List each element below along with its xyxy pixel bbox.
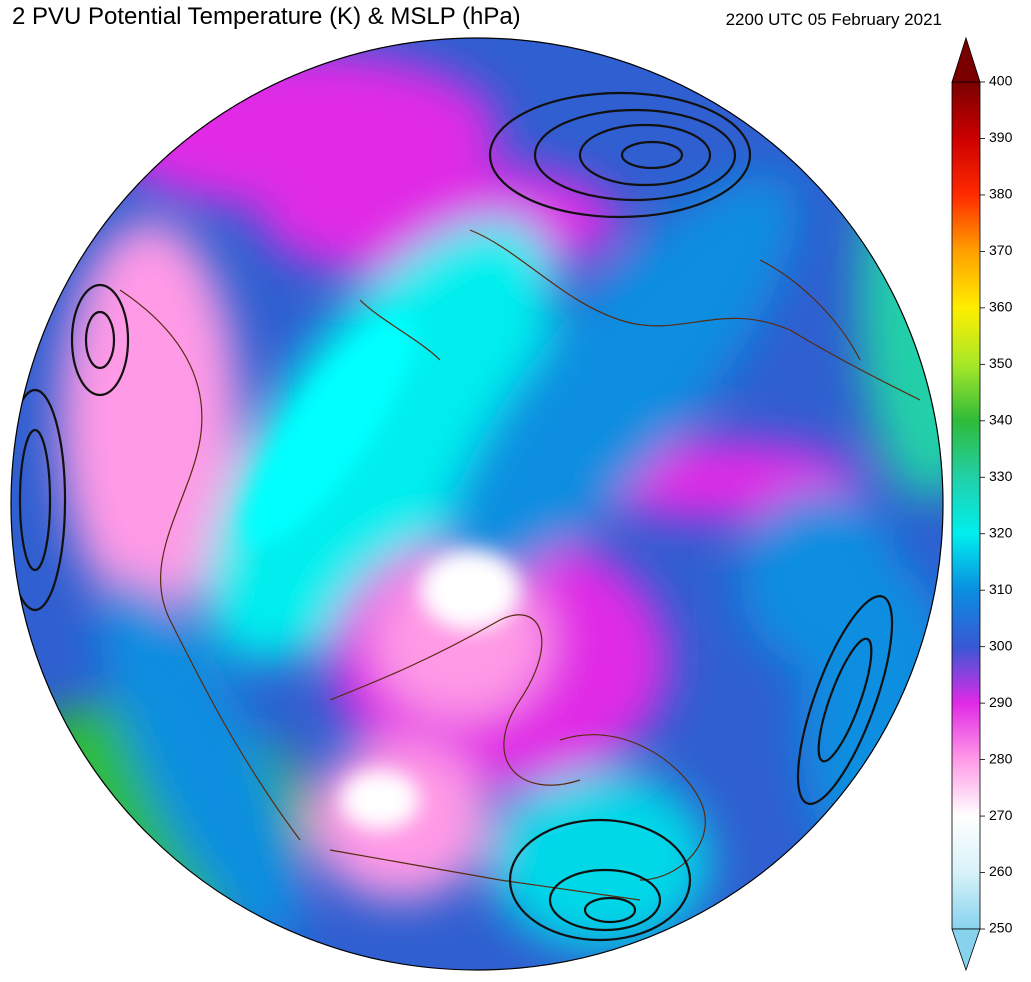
colorbar-tick-label: 400 [989,73,1013,89]
colorbar-tick-label: 290 [989,694,1013,710]
title: 2 PVU Potential Temperature (K) & MSLP (… [12,3,521,30]
colorbar-tick-label: 330 [989,468,1013,484]
colorbar-tick-label: 340 [989,412,1013,428]
globe-outline [10,37,944,971]
colorbar-tick-label: 350 [989,355,1013,371]
colorbar-extend-min [951,928,981,972]
colorbar-tick-label: 250 [989,920,1013,936]
colorbar-tick-label: 280 [989,750,1013,766]
colorbar-tick-label: 370 [989,242,1013,258]
colorbar-tick-label: 300 [989,637,1013,653]
colorbar-tick-label: 310 [989,581,1013,597]
timestamp: 2200 UTC 05 February 2021 [726,10,942,29]
colorbar-tick-label: 320 [989,524,1013,540]
colorbar-tick-label: 260 [989,863,1013,879]
colorbar-tick-label: 360 [989,299,1013,315]
colorbar-tick-label: 390 [989,129,1013,145]
colorbar-tick-label: 380 [989,186,1013,202]
colorbar-extend-max [951,36,981,83]
colorbar-bar [951,81,981,930]
colorbar: 250 260 270 280 290 300 310 320 330 340 350 360 370 3… [951,36,1013,972]
colorbar-tick-label: 270 [989,807,1013,823]
